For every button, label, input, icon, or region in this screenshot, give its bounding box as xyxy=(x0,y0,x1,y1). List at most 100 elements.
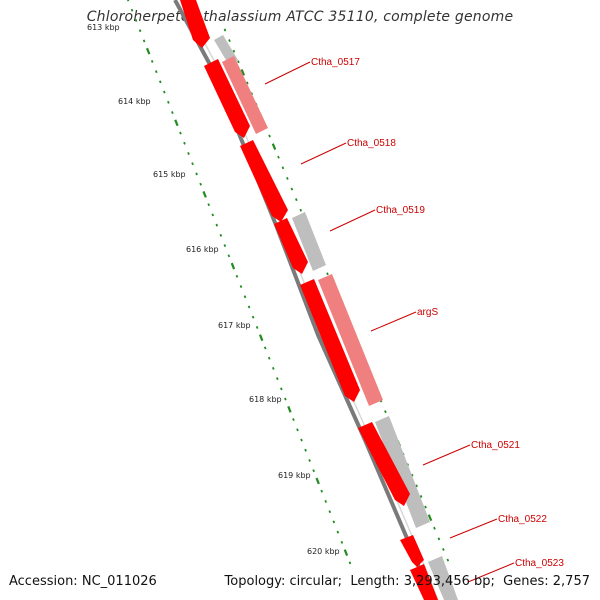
ruler-minor-tick xyxy=(191,162,194,166)
ruler-minor-tick xyxy=(171,111,174,115)
ruler-minor-tick xyxy=(187,152,190,155)
ruler-minor-tick xyxy=(183,141,186,145)
ruler-minor-tick xyxy=(300,438,303,442)
accession-label: Accession: xyxy=(9,574,78,589)
gene-label: Ctha_0517 xyxy=(311,57,360,68)
ruler-minor-tick xyxy=(410,473,414,477)
ruler-minor-tick xyxy=(239,285,243,288)
gene-labels: Ctha_0517 Ctha_0518 Ctha_0519 argS Ctha_… xyxy=(311,57,564,569)
ruler-major-tick xyxy=(427,514,433,522)
ruler-major-tick xyxy=(315,477,320,485)
ruler-minor-tick xyxy=(215,223,219,227)
genes-label: Genes: xyxy=(503,574,549,589)
ruler-minor-tick xyxy=(415,484,418,488)
cds-0518 xyxy=(240,140,288,222)
gene-label: Ctha_0519 xyxy=(376,205,425,216)
ruler-minor-tick xyxy=(138,29,142,33)
ruler-scale xyxy=(127,0,352,565)
ruler-major-tick xyxy=(174,119,179,127)
tick-label: 617 kbp xyxy=(218,321,251,330)
ruler-minor-tick xyxy=(167,100,170,104)
ruler-minor-tick xyxy=(446,558,450,562)
ruler-minor-tick xyxy=(433,526,436,530)
ruler-minor-tick xyxy=(276,377,279,381)
ruler-minor-tick xyxy=(195,172,198,176)
ruler-minor-tick xyxy=(328,510,332,514)
ruler-minor-tick xyxy=(268,134,271,138)
ruler-minor-tick xyxy=(232,49,236,53)
ruler-minor-tick xyxy=(384,410,387,414)
ruler-major-tick xyxy=(230,262,236,270)
cds-0521 xyxy=(358,422,410,506)
accession-value: NC_011026 xyxy=(81,574,157,589)
gene-label: Ctha_0521 xyxy=(471,440,520,451)
reverse-strand-features xyxy=(180,0,438,600)
ruler-minor-tick xyxy=(308,459,311,462)
ruler-minor-tick xyxy=(134,19,138,22)
ruler-minor-tick xyxy=(284,397,287,401)
ruler-major-tick xyxy=(258,334,264,342)
ruler-minor-tick xyxy=(324,499,328,503)
ruler-minor-tick xyxy=(442,548,445,551)
tick-label: 616 kbp xyxy=(186,245,219,254)
cds-0522 xyxy=(400,535,424,567)
ruler-minor-tick xyxy=(247,305,251,309)
ruler-minor-tick xyxy=(163,90,166,94)
tick-label: 613 kbp xyxy=(87,23,120,32)
ruler-minor-tick xyxy=(267,356,271,360)
ruler-minor-tick xyxy=(150,59,154,63)
genes-value: 2,757 xyxy=(552,574,590,589)
tick-labels: 613 kbp 614 kbp 615 kbp 616 kbp 617 kbp … xyxy=(87,23,340,556)
backbone-outer xyxy=(173,0,434,600)
tick-label: 614 kbp xyxy=(118,97,151,106)
ruler-minor-tick xyxy=(142,39,146,43)
ruler-minor-tick xyxy=(419,495,423,498)
ruler-minor-tick xyxy=(299,208,303,212)
ruler-minor-tick xyxy=(255,326,259,329)
gene-label-leaders xyxy=(264,61,515,583)
ruler-minor-tick xyxy=(237,60,240,64)
ruler-minor-tick xyxy=(228,39,231,43)
ruler-minor-tick xyxy=(223,244,227,248)
ruler-minor-tick xyxy=(326,272,329,276)
cds-top xyxy=(180,0,210,48)
gene-label: argS xyxy=(417,307,438,318)
ruler-minor-tick xyxy=(292,418,295,421)
ruler-minor-tick xyxy=(277,155,280,159)
ruler-minor-tick xyxy=(223,28,227,32)
ruler-minor-tick xyxy=(280,387,283,391)
gene-label: Ctha_0522 xyxy=(498,514,547,525)
feature-light-args xyxy=(318,274,383,406)
ruler-minor-tick xyxy=(211,213,215,217)
tick-label: 618 kbp xyxy=(249,395,282,404)
ruler-minor-tick xyxy=(243,295,247,299)
ruler-minor-tick xyxy=(199,182,202,186)
ruler-minor-tick xyxy=(348,561,352,565)
gene-label: Ctha_0523 xyxy=(515,558,564,569)
ruler-minor-tick xyxy=(127,0,130,2)
ruler-minor-tick xyxy=(179,131,182,135)
feature-light-0517 xyxy=(222,56,268,134)
ruler-major-tick xyxy=(343,549,349,556)
ruler-minor-tick xyxy=(340,540,344,544)
ruler-minor-tick xyxy=(159,80,162,84)
ruler-minor-tick xyxy=(272,366,275,370)
ruler-major-tick xyxy=(202,191,207,198)
tick-label: 615 kbp xyxy=(153,170,186,179)
tick-label: 619 kbp xyxy=(278,471,311,480)
accession-info: Accession: NC_011026 xyxy=(9,574,157,589)
ruler-minor-tick xyxy=(281,166,285,170)
cds-0523 xyxy=(410,564,438,600)
genome-stats: Topology: circular; Length: 3,293,456 bp… xyxy=(224,574,590,589)
forward-strand-features xyxy=(214,35,458,600)
cds-args xyxy=(300,279,360,402)
feature-gray-0523 xyxy=(428,556,458,600)
ruler-minor-tick xyxy=(320,489,323,493)
ruler-major-tick xyxy=(271,143,277,150)
ruler-minor-tick xyxy=(332,520,336,524)
ruler-minor-tick xyxy=(245,81,249,85)
ruler-minor-tick xyxy=(235,274,239,278)
cds-0519 xyxy=(274,218,308,274)
ruler-minor-tick xyxy=(437,537,441,541)
topology-value: circular xyxy=(289,574,338,589)
